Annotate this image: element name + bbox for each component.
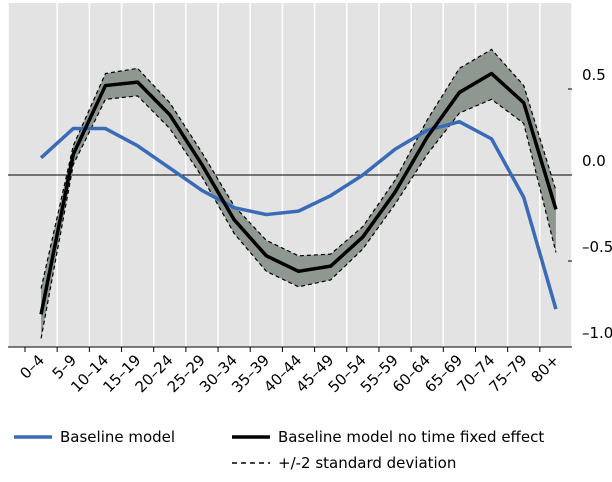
y-tick-label: 0.5: [582, 66, 606, 84]
std-band-edge: [40, 95, 557, 339]
y-tick-label: 0.0: [582, 152, 606, 170]
legend-label: Baseline model: [60, 428, 175, 446]
y-tick-label: –1.0: [582, 324, 612, 342]
std-band: [41, 49, 556, 339]
legend-label: +/-2 standard deviation: [278, 454, 456, 472]
series-line: [39, 119, 558, 310]
x-tick-label: 80+: [528, 351, 563, 386]
y-tick-label: –0.5: [582, 238, 612, 256]
x-tick-label: 0–4: [16, 351, 48, 383]
std-band-edge: [40, 48, 557, 289]
series-line: [39, 71, 558, 315]
legend-label: Baseline model no time fixed effect: [278, 428, 544, 446]
